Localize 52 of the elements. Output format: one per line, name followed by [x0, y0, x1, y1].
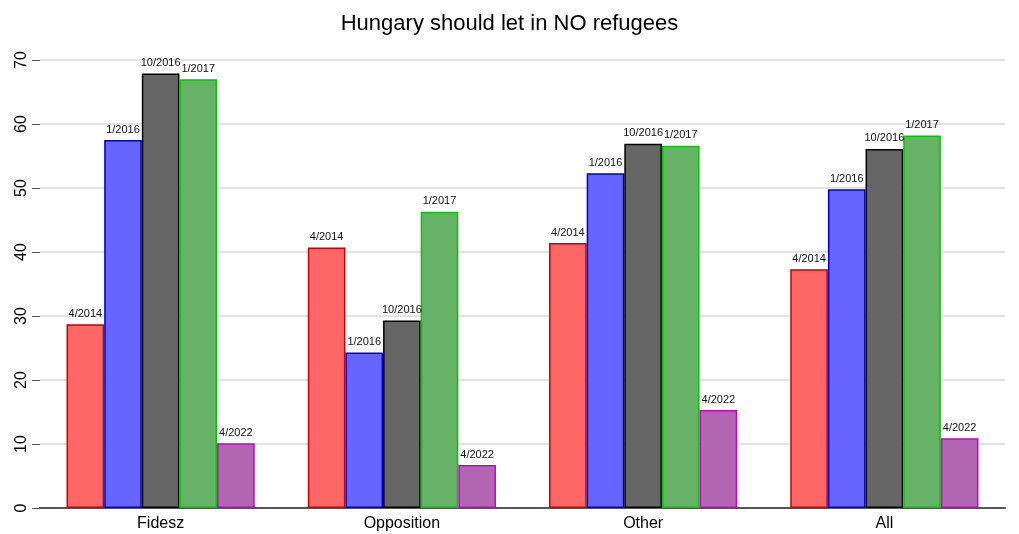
y-tick-label: 70 — [11, 51, 29, 69]
x-tick-label: Fidesz — [137, 513, 185, 531]
bar — [790, 269, 828, 508]
series-label: 4/2014 — [68, 306, 103, 319]
bar — [586, 173, 625, 508]
y-tick-label: 30 — [11, 307, 29, 325]
text: 4/2022 — [701, 392, 736, 405]
bar — [827, 189, 866, 508]
text: 1/2017 — [422, 194, 457, 207]
y-tick-label: 50 — [11, 179, 29, 197]
text: 1/2016 — [588, 155, 623, 168]
text: 4/2022 — [460, 447, 494, 460]
bar — [383, 320, 421, 508]
y-tick-label: 0 — [11, 503, 29, 513]
x-tick-label: Opposition — [363, 513, 441, 531]
text: 4/2022 — [942, 420, 977, 433]
chart-title: Hungary should let in NO refugees — [340, 9, 679, 35]
text: 4/2014 — [309, 230, 344, 243]
series-label: 1/2016 — [106, 122, 140, 135]
bar — [66, 324, 105, 508]
bar — [661, 145, 700, 508]
y-tick-label: 60 — [11, 115, 29, 133]
x-tick-label: Other — [623, 513, 664, 531]
text: 1/2017 — [663, 128, 698, 141]
series-label: 4/2022 — [219, 425, 253, 438]
bar — [179, 79, 218, 508]
bar — [307, 247, 346, 508]
bar — [458, 465, 496, 508]
bar — [141, 73, 180, 508]
text: 4/2014 — [792, 251, 826, 264]
bar — [217, 443, 255, 508]
y-tick-label: 10 — [11, 435, 29, 453]
series-label: 10/2016 — [623, 126, 664, 139]
bar — [865, 148, 904, 508]
x-tick-label: All — [875, 513, 894, 531]
bar — [903, 135, 941, 508]
text: 4/2014 — [551, 225, 585, 238]
series-label: 1/2017 — [181, 61, 216, 74]
bar — [104, 140, 142, 508]
bar — [420, 211, 459, 508]
bar — [699, 410, 738, 508]
text: 10/2016 — [864, 131, 905, 144]
bar — [940, 438, 979, 508]
text: 10/2016 — [140, 55, 181, 68]
y-tick-label: 40 — [11, 243, 29, 261]
text: 1/2017 — [905, 118, 939, 131]
bar — [624, 143, 662, 508]
bar — [345, 352, 384, 508]
bar — [549, 243, 587, 508]
text: 1/2016 — [829, 171, 864, 184]
text: 1/2016 — [347, 334, 382, 347]
y-tick-label: 20 — [11, 371, 29, 389]
